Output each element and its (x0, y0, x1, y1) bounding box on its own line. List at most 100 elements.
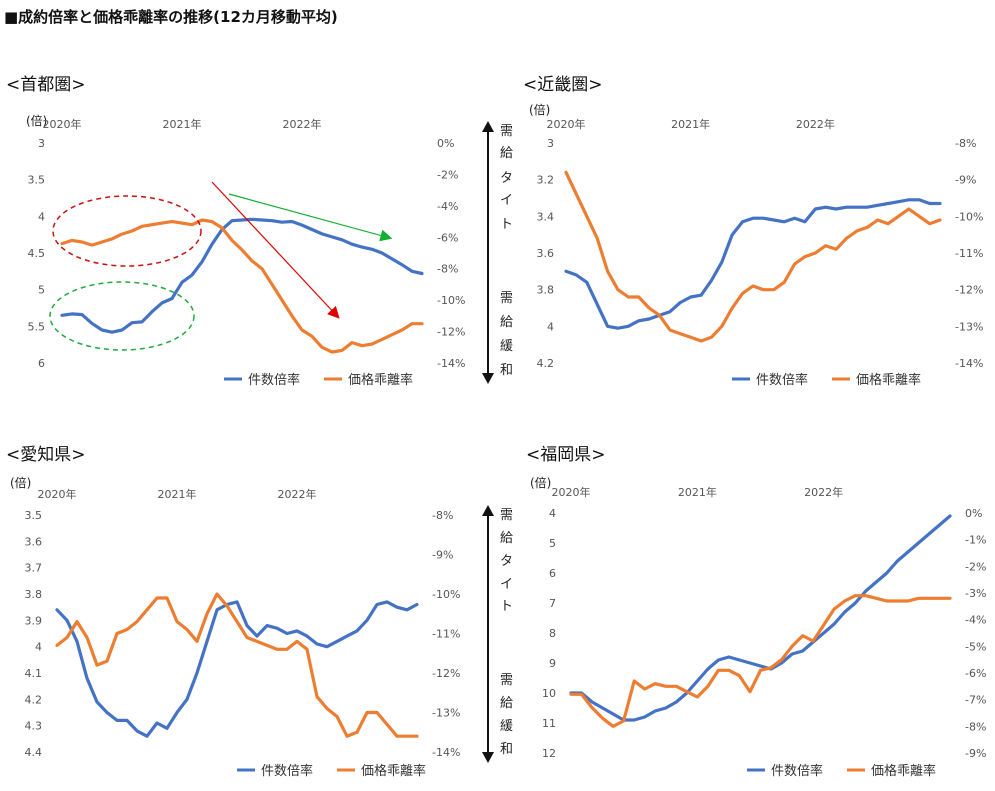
series-line-count-ratio (60, 217, 424, 334)
right-tick-label: 0% (437, 137, 454, 150)
supply-tight-1: 需 (500, 508, 513, 523)
left-tick-label: 4 (35, 641, 42, 654)
supply-indicator-top: 需 給 タ イ ト 需 給 緩 和 (482, 121, 513, 384)
left-unit-aichi: (倍) (10, 476, 32, 490)
supply-loose-2: 給 (500, 696, 513, 711)
series-line-count-ratio (55, 600, 419, 738)
supply-tight-3: タ (500, 171, 513, 186)
left-tick-label: 7 (549, 597, 556, 610)
left-tick-label: 3.2 (537, 174, 555, 187)
supply-loose-3: 緩 (500, 339, 513, 354)
left-tick-label: 4.4 (25, 746, 43, 759)
supply-tight-5: ト (500, 599, 513, 614)
legend-label: 件数倍率 (248, 372, 300, 388)
supply-loose-1: 需 (500, 291, 513, 306)
right-tick-label: -11% (432, 628, 460, 641)
right-tick-label: -14% (437, 357, 465, 370)
year-label: 2021年 (158, 487, 197, 501)
region-label-kinki: <近畿圏> (523, 75, 603, 95)
supply-tight-2: 給 (500, 146, 513, 161)
legend-label: 価格乖離率 (361, 763, 426, 779)
supply-tight-4: イ (500, 193, 513, 208)
right-tick-label: -10% (955, 210, 983, 223)
year-label: 2022年 (278, 487, 317, 501)
annotations-layer (49, 181, 393, 351)
series-line-price-gap (564, 170, 942, 343)
left-unit-fukuoka: (倍) (530, 476, 552, 490)
left-tick-label: 3.6 (25, 535, 43, 548)
left-tick-label: 12 (542, 747, 556, 760)
left-tick-label: 4.3 (25, 720, 43, 733)
left-tick-label: 11 (542, 717, 556, 730)
right-tick-label: -12% (432, 667, 460, 680)
left-tick-label: 4 (547, 320, 554, 333)
right-tick-label: -12% (437, 326, 465, 339)
right-tick-label: -10% (432, 588, 460, 601)
left-tick-label: 4.1 (25, 667, 43, 680)
left-tick-label: 3.4 (537, 210, 555, 223)
region-label-shutoken: <首都圏> (6, 75, 86, 95)
right-tick-label: -14% (955, 357, 983, 370)
left-tick-label: 5.5 (28, 320, 46, 333)
year-label: 2022年 (796, 117, 835, 131)
right-tick-label: -4% (965, 614, 986, 627)
left-tick-label: 6 (38, 357, 45, 370)
left-unit-kinki: (倍) (529, 103, 551, 117)
right-tick-label: -13% (955, 320, 983, 333)
year-label: 2022年 (283, 117, 322, 131)
left-tick-label: 8 (549, 627, 556, 640)
left-tick-label: 3 (547, 137, 554, 150)
supply-loose-2: 給 (500, 315, 513, 330)
left-tick-label: 3.8 (25, 588, 43, 601)
left-tick-label: 3.9 (25, 614, 43, 627)
left-unit-shutoken: (倍) (26, 114, 48, 128)
green-arrow (228, 193, 393, 242)
left-tick-label: 3.5 (28, 174, 46, 187)
supply-tight-5: ト (500, 217, 513, 232)
supply-loose-4: 和 (500, 742, 513, 757)
left-tick-label: 3.7 (25, 562, 43, 575)
red-dashed-circle (52, 195, 202, 267)
year-label: 2020年 (43, 117, 82, 131)
right-tick-label: -9% (965, 747, 986, 760)
legend-label: 価格乖離率 (871, 763, 936, 779)
right-tick-label: -12% (955, 284, 983, 297)
right-tick-label: -8% (432, 509, 453, 522)
right-tick-label: -6% (437, 231, 458, 244)
supply-loose-1: 需 (500, 673, 513, 688)
series-line-price-gap (60, 218, 424, 354)
left-tick-label: 4.5 (28, 247, 46, 260)
page-title: ■成約倍率と価格乖離率の推移(12カ月移動平均) (4, 8, 338, 26)
chart-kinki: 3 3.2 3.4 3.6 3.8 4 4.2 -8% -9% -10% -11% -12% -13% -… (537, 117, 984, 388)
supply-arrow-down-head (482, 752, 494, 763)
right-tick-label: -13% (432, 707, 460, 720)
right-tick-label: -2% (437, 168, 458, 181)
year-label: 2020年 (552, 485, 591, 499)
left-tick-label: 10 (542, 687, 556, 700)
left-tick-label: 6 (549, 567, 556, 580)
left-tick-label: 4.2 (25, 693, 43, 706)
left-tick-label: 3.5 (25, 509, 43, 522)
right-tick-label: -4% (437, 200, 458, 213)
series-line-count-ratio (569, 514, 952, 722)
legend-label: 価格乖離率 (348, 372, 413, 388)
supply-loose-3: 緩 (500, 719, 513, 734)
year-label: 2020年 (38, 487, 77, 501)
legend-label: 件数倍率 (261, 763, 313, 779)
year-label: 2020年 (547, 117, 586, 131)
supply-arrow-down-head (482, 373, 494, 384)
supply-indicator-bottom: 需 給 タ イ ト 需 給 緩 和 (482, 505, 513, 763)
year-label: 2021年 (678, 485, 717, 499)
series-line-count-ratio (564, 198, 942, 330)
region-label-fukuoka: <福岡県> (526, 445, 606, 465)
right-tick-label: -6% (965, 667, 986, 680)
supply-arrow-up-head (482, 505, 494, 516)
legend-label: 価格乖離率 (856, 372, 921, 388)
left-tick-label: 3 (38, 137, 45, 150)
red-arrow (211, 181, 340, 319)
green-dashed-circle (49, 281, 195, 351)
right-tick-label: -10% (437, 294, 465, 307)
chart-shutoken: 3 3.5 4 4.5 5 5.5 6 0% -2% -4% -6% -8% -10% -12% -14% 2… (28, 117, 466, 388)
left-tick-label: 9 (549, 657, 556, 670)
